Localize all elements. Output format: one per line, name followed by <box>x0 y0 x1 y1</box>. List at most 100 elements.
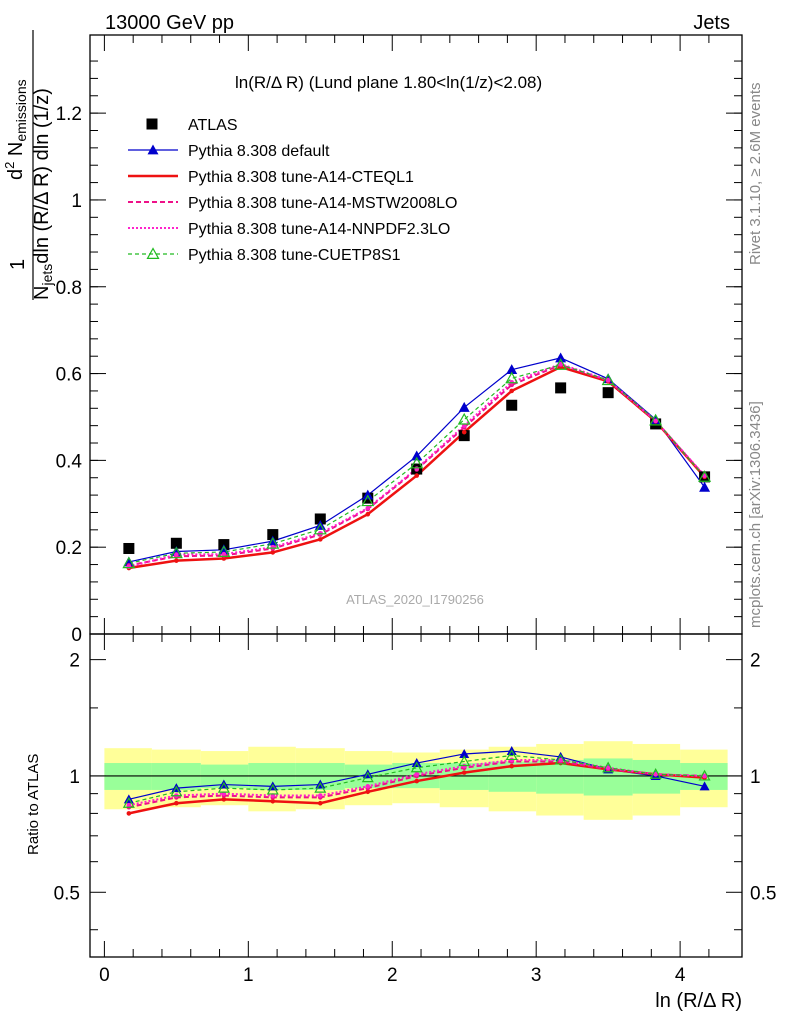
data-point-default <box>506 364 518 375</box>
ratio-point-nnpdf <box>126 802 132 808</box>
upper-y-tick-label: 0.8 <box>56 278 82 299</box>
data-point-nnpdf <box>126 564 132 570</box>
ratio-point-cuetp8s1 <box>314 781 327 793</box>
data-point-cuetp8s1 <box>649 413 663 426</box>
lower-y-tick-label-right: 2 <box>750 651 761 672</box>
data-point-cteql1 <box>365 511 371 517</box>
data-point-nnpdf <box>174 552 179 557</box>
ratio-plot: 0.5 0.5 1 1 2 2 0 1 2 3 4 <box>54 633 776 986</box>
data-point-cuetp8s1 <box>361 494 375 507</box>
data-point-cuetp8s1 <box>698 470 712 482</box>
ratio-point-nnpdf <box>702 773 707 779</box>
data-point-cteql1 <box>414 473 420 478</box>
legend-label-default: Pythia 8.308 default <box>188 143 330 160</box>
data-point-cuetp8s1 <box>217 545 231 557</box>
legend-label-mstw: Pythia 8.308 tune-A14-MSTW2008LO <box>188 195 457 212</box>
data-point-default <box>555 352 567 363</box>
svg-text:1: 1 <box>7 259 29 270</box>
data-point-nnpdf <box>605 377 611 383</box>
data-point-cteql1 <box>174 558 179 563</box>
ratio-point-cuetp8s1 <box>170 785 183 797</box>
data-point-cuetp8s1 <box>169 546 183 559</box>
data-point-cuetp8s1 <box>410 456 424 469</box>
ratio-point-cuetp8s1 <box>602 761 615 773</box>
lower-x-tick-label: 1 <box>243 965 254 986</box>
ratio-point-default <box>459 748 470 758</box>
ratio-point-cuetp8s1 <box>698 769 711 781</box>
data-point-default <box>699 481 711 492</box>
header-left: 13000 GeV pp <box>105 12 234 34</box>
upper-y-tick-label: 0.4 <box>56 451 83 472</box>
upper-y-tick-label: 0 <box>71 625 82 646</box>
lower-y-tick-label-right: 1 <box>750 767 761 788</box>
ratio-point-cteql1 <box>461 770 467 775</box>
data-point-cuetp8s1 <box>313 522 327 535</box>
ratio-point-cteql1 <box>221 797 227 802</box>
data-point-data <box>314 513 326 525</box>
data-point-data <box>123 542 135 554</box>
upper-y-tick-label: 1.2 <box>56 104 82 125</box>
ratio-point-nnpdf <box>414 771 420 777</box>
header-right: Jets <box>693 12 730 34</box>
data-point-nnpdf <box>558 361 563 367</box>
svg-text:Njetsdln (R/Δ R) dln (1/z): Njetsdln (R/Δ R) dln (1/z) <box>31 88 55 300</box>
data-point-data <box>267 529 279 541</box>
data-point-cuetp8s1 <box>554 358 568 370</box>
ratio-point-cteql1 <box>414 778 420 784</box>
legend-label-nnpdf: Pythia 8.308 tune-A14-NNPDF2.3LO <box>188 221 450 238</box>
data-point-cuetp8s1 <box>601 373 615 386</box>
data-point-data <box>555 382 567 394</box>
ratio-point-cteql1 <box>174 800 179 806</box>
upper-y-tick-label: 1 <box>71 191 82 212</box>
x-axis-title: ln (R/Δ R) <box>655 990 742 1012</box>
lower-y-tick-label-right: 0.5 <box>750 883 776 904</box>
ratio-point-cuetp8s1 <box>505 749 518 761</box>
ratio-point-nnpdf <box>558 757 563 763</box>
legend-marker-default <box>147 144 159 155</box>
legend: ATLAS Pythia 8.308 default Pythia 8.308 tu… <box>128 117 457 264</box>
lower-y-axis-title: Ratio to ATLAS <box>25 754 42 855</box>
data-point-nnpdf <box>365 505 371 511</box>
legend-label-cuetp8s1: Pythia 8.308 tune-CUETP8S1 <box>188 247 401 264</box>
data-point-cuetp8s1 <box>122 556 136 569</box>
data-point-data <box>506 399 518 411</box>
data-point-default <box>458 401 470 412</box>
lower-y-tick-label: 1 <box>69 767 80 788</box>
data-point-data <box>458 430 470 442</box>
legend-label-data: ATLAS <box>188 117 238 134</box>
upper-y-tick-label: 0.2 <box>56 538 82 559</box>
ratio-point-nnpdf <box>317 793 323 798</box>
ratio-point-cuetp8s1 <box>410 761 423 773</box>
ratio-point-cuetp8s1 <box>458 755 471 767</box>
legend-marker-data <box>146 118 158 130</box>
lower-x-tick-label: 3 <box>531 965 542 986</box>
data-point-cteql1 <box>317 537 323 542</box>
ratio-point-nnpdf <box>461 763 467 769</box>
data-point-nnpdf <box>414 466 420 471</box>
data-point-default <box>411 450 423 461</box>
rivet-label: Rivet 3.1.10, ≥ 2.6M events <box>747 83 764 266</box>
upper-plot: ln(R/Δ R) (Lund plane 1.80<ln(1/z)<2.08)… <box>56 34 743 646</box>
ratio-point-cteql1 <box>509 763 515 769</box>
data-point-cuetp8s1 <box>505 371 519 384</box>
svg-text:d2 Nemissions: d2 Nemissions <box>2 79 29 180</box>
ratio-point-nnpdf <box>605 765 611 771</box>
data-point-nnpdf <box>270 544 276 550</box>
lower-x-tick-label: 0 <box>99 965 110 986</box>
ratio-point-cuetp8s1 <box>554 753 567 765</box>
data-point-cteql1 <box>509 388 515 394</box>
ratio-point-cteql1 <box>365 789 371 795</box>
ratio-point-default <box>699 781 710 791</box>
ratio-point-cuetp8s1 <box>217 781 230 793</box>
data-point-nnpdf <box>653 418 658 424</box>
lower-x-tick-label: 4 <box>675 965 686 986</box>
ratio-point-cteql1 <box>126 811 132 816</box>
ratio-point-cuetp8s1 <box>361 771 374 783</box>
lower-frame <box>89 633 743 958</box>
upper-y-tick-label: 0.6 <box>56 365 82 386</box>
data-point-data <box>602 387 614 399</box>
legend-marker-cuetp8s1 <box>146 247 160 259</box>
watermark: ATLAS_2020_I1790256 <box>346 592 484 607</box>
upper-y-axis-title: 1 Njetsdln (R/Δ R) dln (1/z) d2 Nemissio… <box>2 30 55 300</box>
lower-y-tick-label: 0.5 <box>54 883 80 904</box>
